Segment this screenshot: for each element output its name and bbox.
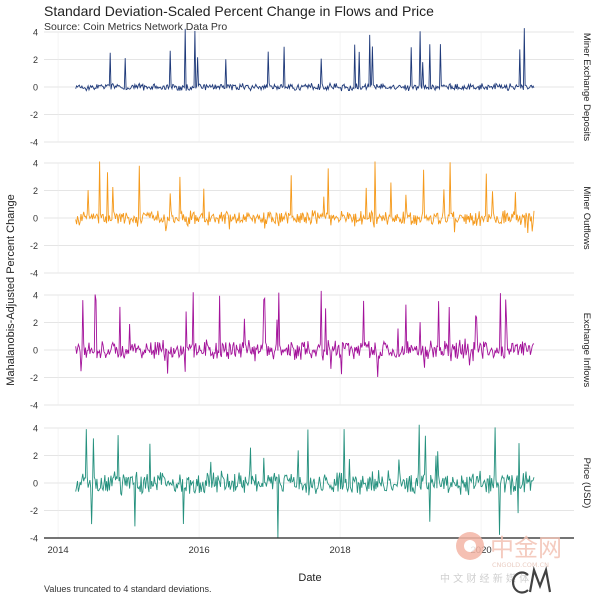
cm-logo-c-icon <box>511 571 529 594</box>
panel-exchange-inflows: 4 2 0 -2 -4 Exchange Inflows <box>30 291 592 411</box>
chart-caption: Values truncated to 4 standard deviation… <box>44 584 212 594</box>
x-axis-title: Date <box>298 572 321 584</box>
y-tick-label: -2 <box>30 373 38 383</box>
y-tick-label: 0 <box>33 346 38 356</box>
x-tick-label: 2018 <box>330 545 351 556</box>
y-tick-label: -4 <box>30 269 38 279</box>
y-tick-label: -4 <box>30 401 38 411</box>
facet-label: Exchange Inflows <box>581 313 592 388</box>
y-tick-label: 0 <box>33 479 38 489</box>
chart-subtitle: Source: Coin Metrics Network Data Pro <box>44 21 228 33</box>
y-tick-label: 2 <box>33 186 38 196</box>
facet-label: Price (USD) <box>581 458 592 509</box>
panel-miner-outflows: 4 2 0 -2 -4 Miner Outflows <box>30 159 592 279</box>
panel-price-usd-: 4 2 0 -2 -4 Price (USD) <box>30 424 592 544</box>
watermark-url: CNGOLD.COM.CN <box>492 561 549 569</box>
panel-miner-exchange-deposits: 4 2 0 -2 -4 Miner Exchange Deposits <box>30 28 592 148</box>
chart-title: Standard Deviation-Scaled Percent Change… <box>44 3 434 19</box>
series-line <box>75 290 535 378</box>
watermark-brand: 中金网 <box>490 534 562 562</box>
y-tick-label: 0 <box>33 214 38 224</box>
y-tick-label: 4 <box>33 28 38 38</box>
series-line <box>75 161 535 234</box>
watermark-tagline: 中 文 财 经 新 媒 体 <box>440 572 529 585</box>
y-tick-label: -2 <box>30 110 38 120</box>
y-tick-label: 2 <box>33 55 38 65</box>
y-tick-label: -2 <box>30 241 38 251</box>
y-tick-label: 2 <box>33 451 38 461</box>
y-tick-label: -4 <box>30 138 38 148</box>
facet-label: Miner Exchange Deposits <box>581 33 592 141</box>
facet-label: Miner Outflows <box>581 186 592 250</box>
logo-mark-inner-icon <box>464 540 476 552</box>
y-tick-label: 2 <box>33 318 38 328</box>
y-tick-label: 4 <box>33 159 38 169</box>
y-tick-label: 4 <box>33 291 38 301</box>
y-tick-label: -4 <box>30 534 38 544</box>
y-tick-label: 0 <box>33 83 38 93</box>
y-axis-title: Mahalanobis-Adjusted Percent Change <box>5 194 17 385</box>
y-tick-label: -2 <box>30 506 38 516</box>
series-line <box>75 28 535 92</box>
cm-logo-icon <box>528 565 552 593</box>
y-tick-label: 4 <box>33 424 38 434</box>
x-tick-label: 2016 <box>189 545 210 556</box>
x-tick-label: 2014 <box>48 545 69 556</box>
series-line <box>75 424 535 538</box>
